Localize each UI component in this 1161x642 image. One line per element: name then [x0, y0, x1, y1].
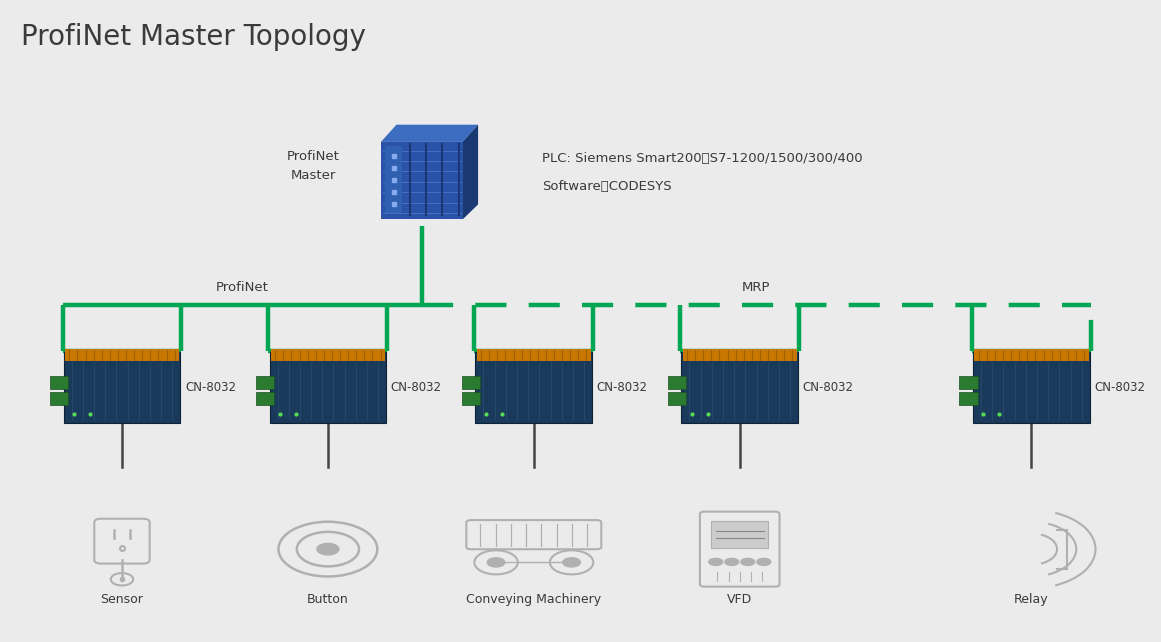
- Polygon shape: [381, 142, 462, 220]
- Text: Conveying Machinery: Conveying Machinery: [467, 593, 601, 607]
- FancyBboxPatch shape: [462, 392, 479, 405]
- Text: CN-8032: CN-8032: [802, 381, 853, 394]
- Text: VFD: VFD: [727, 593, 752, 607]
- FancyBboxPatch shape: [255, 392, 274, 405]
- Circle shape: [316, 542, 340, 555]
- Text: CN-8032: CN-8032: [391, 381, 442, 394]
- Text: CN-8032: CN-8032: [597, 381, 648, 394]
- FancyBboxPatch shape: [271, 349, 385, 361]
- FancyBboxPatch shape: [959, 376, 978, 389]
- FancyBboxPatch shape: [973, 352, 1090, 423]
- Text: ProfiNet Master Topology: ProfiNet Master Topology: [21, 23, 366, 51]
- FancyBboxPatch shape: [974, 349, 1089, 361]
- Text: MRP: MRP: [742, 281, 771, 294]
- FancyBboxPatch shape: [269, 352, 387, 423]
- Circle shape: [486, 557, 506, 568]
- FancyBboxPatch shape: [712, 521, 769, 548]
- Text: Button: Button: [307, 593, 348, 607]
- Circle shape: [708, 558, 723, 566]
- FancyBboxPatch shape: [683, 349, 796, 361]
- Text: Software：CODESYS: Software：CODESYS: [542, 180, 671, 193]
- FancyBboxPatch shape: [959, 392, 978, 405]
- FancyBboxPatch shape: [50, 392, 68, 405]
- FancyBboxPatch shape: [384, 146, 402, 213]
- FancyBboxPatch shape: [476, 352, 592, 423]
- FancyBboxPatch shape: [477, 349, 591, 361]
- FancyBboxPatch shape: [255, 376, 274, 389]
- Text: Sensor: Sensor: [101, 593, 144, 607]
- Circle shape: [724, 558, 740, 566]
- Circle shape: [756, 558, 771, 566]
- FancyBboxPatch shape: [50, 376, 68, 389]
- FancyBboxPatch shape: [462, 376, 479, 389]
- FancyBboxPatch shape: [65, 349, 179, 361]
- Polygon shape: [381, 125, 478, 142]
- FancyBboxPatch shape: [64, 352, 180, 423]
- Text: CN-8032: CN-8032: [185, 381, 236, 394]
- Text: ProfiNet: ProfiNet: [216, 281, 268, 294]
- Circle shape: [562, 557, 582, 568]
- Polygon shape: [462, 125, 478, 220]
- FancyBboxPatch shape: [668, 376, 686, 389]
- Text: CN-8032: CN-8032: [1095, 381, 1146, 394]
- FancyBboxPatch shape: [668, 392, 686, 405]
- Text: Relay: Relay: [1014, 593, 1048, 607]
- Text: PLC: Siemens Smart200、S7-1200/1500/300/400: PLC: Siemens Smart200、S7-1200/1500/300/4…: [542, 152, 863, 164]
- Text: ProfiNet
Master: ProfiNet Master: [287, 150, 339, 182]
- Circle shape: [740, 558, 756, 566]
- FancyBboxPatch shape: [682, 352, 798, 423]
